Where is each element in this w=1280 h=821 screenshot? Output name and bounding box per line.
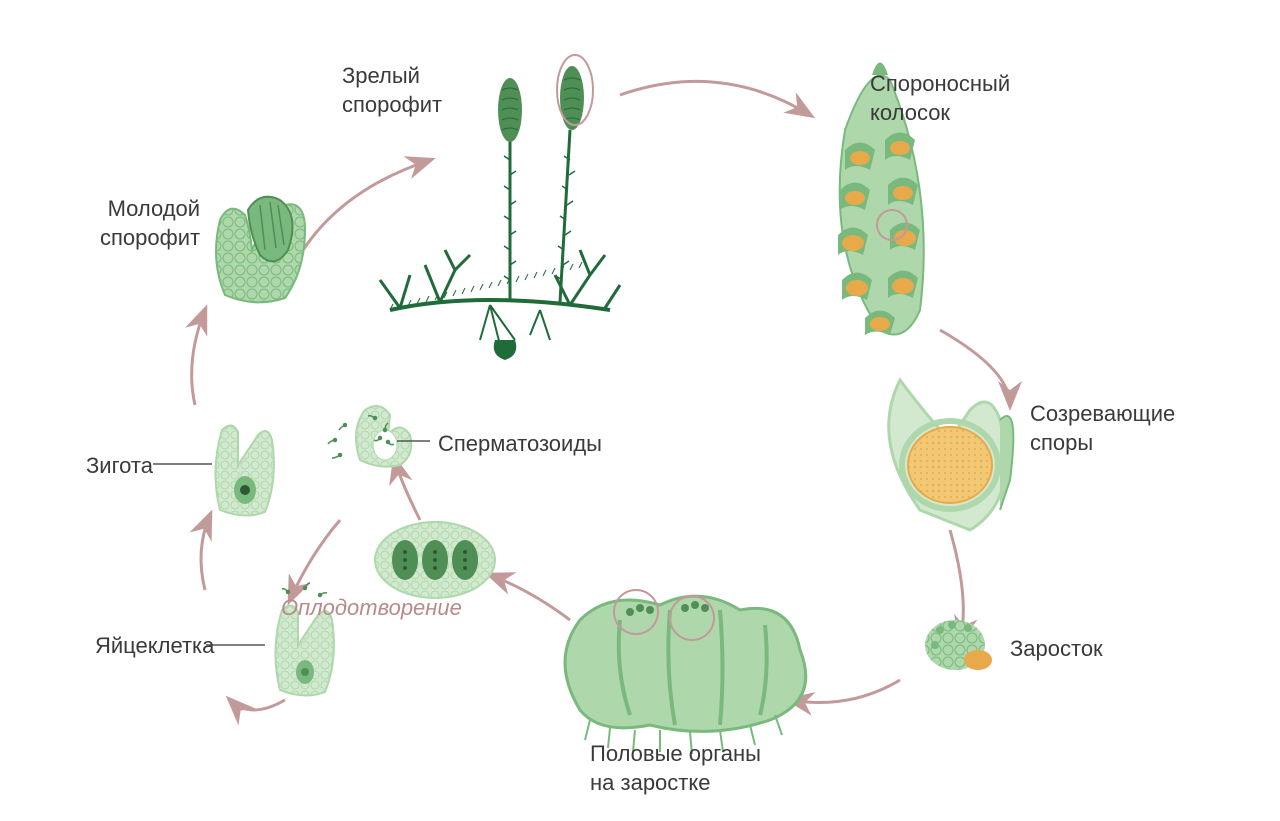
label-strobilus: Спороносный колосок <box>870 70 1010 127</box>
label-young-sporophyte: Молодой спорофит <box>100 195 200 252</box>
label-maturing-spores: Созревающие споры <box>1030 400 1175 457</box>
label-egg-cell: Яйцеклетка <box>95 632 214 661</box>
sperm-illustration <box>328 406 411 467</box>
label-sex-organs: Половые органы на заростке <box>590 740 761 797</box>
label-sperm: Сперматозоиды <box>438 430 602 459</box>
maturing-spores-illustration <box>889 380 1014 530</box>
label-mature-sporophyte: Зрелый спорофит <box>342 62 442 119</box>
zygote-illustration <box>215 425 273 515</box>
young-sporophyte-illustration <box>216 197 305 303</box>
label-zygote: Зигота <box>86 452 153 481</box>
label-prothallus: Заросток <box>1010 635 1103 664</box>
label-fertilization: Оплодотворение <box>281 594 462 623</box>
gametophyte-illustration <box>565 596 806 754</box>
gametangia-detail-illustration <box>375 522 495 598</box>
prothallus-small-illustration <box>925 620 992 670</box>
